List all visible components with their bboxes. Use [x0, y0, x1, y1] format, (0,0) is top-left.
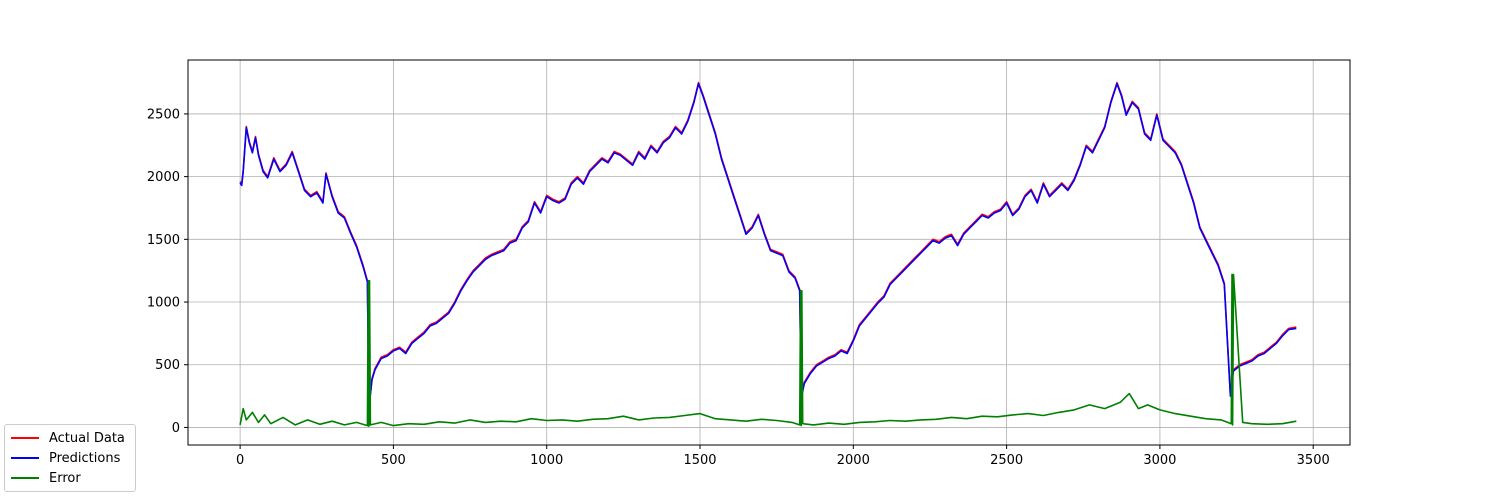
- y-tick-label: 0: [172, 421, 180, 436]
- legend-label-actual-data: Actual Data: [49, 430, 125, 446]
- y-tick-label: 1000: [147, 296, 180, 311]
- x-tick-label: 1000: [530, 453, 563, 468]
- axis-ticks: 0 500 1000 1500 2000 2500 3000 3500 0 500 1000 1500…: [147, 107, 1330, 468]
- series-lines: [239, 81, 1297, 428]
- plot-area-frame: [187, 59, 1351, 446]
- y-tick-label: 1500: [147, 233, 180, 248]
- legend-entry-actual-data: Actual Data: [11, 428, 129, 448]
- y-tick-label: 2500: [147, 107, 180, 122]
- legend: Actual Data Predictions Error: [4, 424, 136, 492]
- legend-swatch-error: [11, 477, 39, 479]
- x-tick-label: 0: [236, 453, 244, 468]
- series-line-error: [239, 273, 1297, 428]
- x-tick-label: 2500: [990, 453, 1023, 468]
- legend-swatch-predictions: [11, 457, 39, 459]
- legend-label-predictions: Predictions: [49, 450, 121, 466]
- x-tick-label: 500: [381, 453, 406, 468]
- y-tick-label: 500: [155, 358, 180, 373]
- series-line-predictions: [239, 83, 1297, 410]
- legend-label-error: Error: [49, 470, 81, 486]
- x-tick-label: 2000: [837, 453, 870, 468]
- x-tick-label: 3000: [1143, 453, 1176, 468]
- grid-lines: [188, 60, 1350, 445]
- legend-entry-error: Error: [11, 468, 129, 488]
- legend-swatch-actual-data: [11, 437, 39, 439]
- x-tick-label: 1500: [683, 453, 716, 468]
- x-tick-label: 3500: [1297, 453, 1330, 468]
- y-tick-label: 2000: [147, 170, 180, 185]
- legend-entry-predictions: Predictions: [11, 448, 129, 468]
